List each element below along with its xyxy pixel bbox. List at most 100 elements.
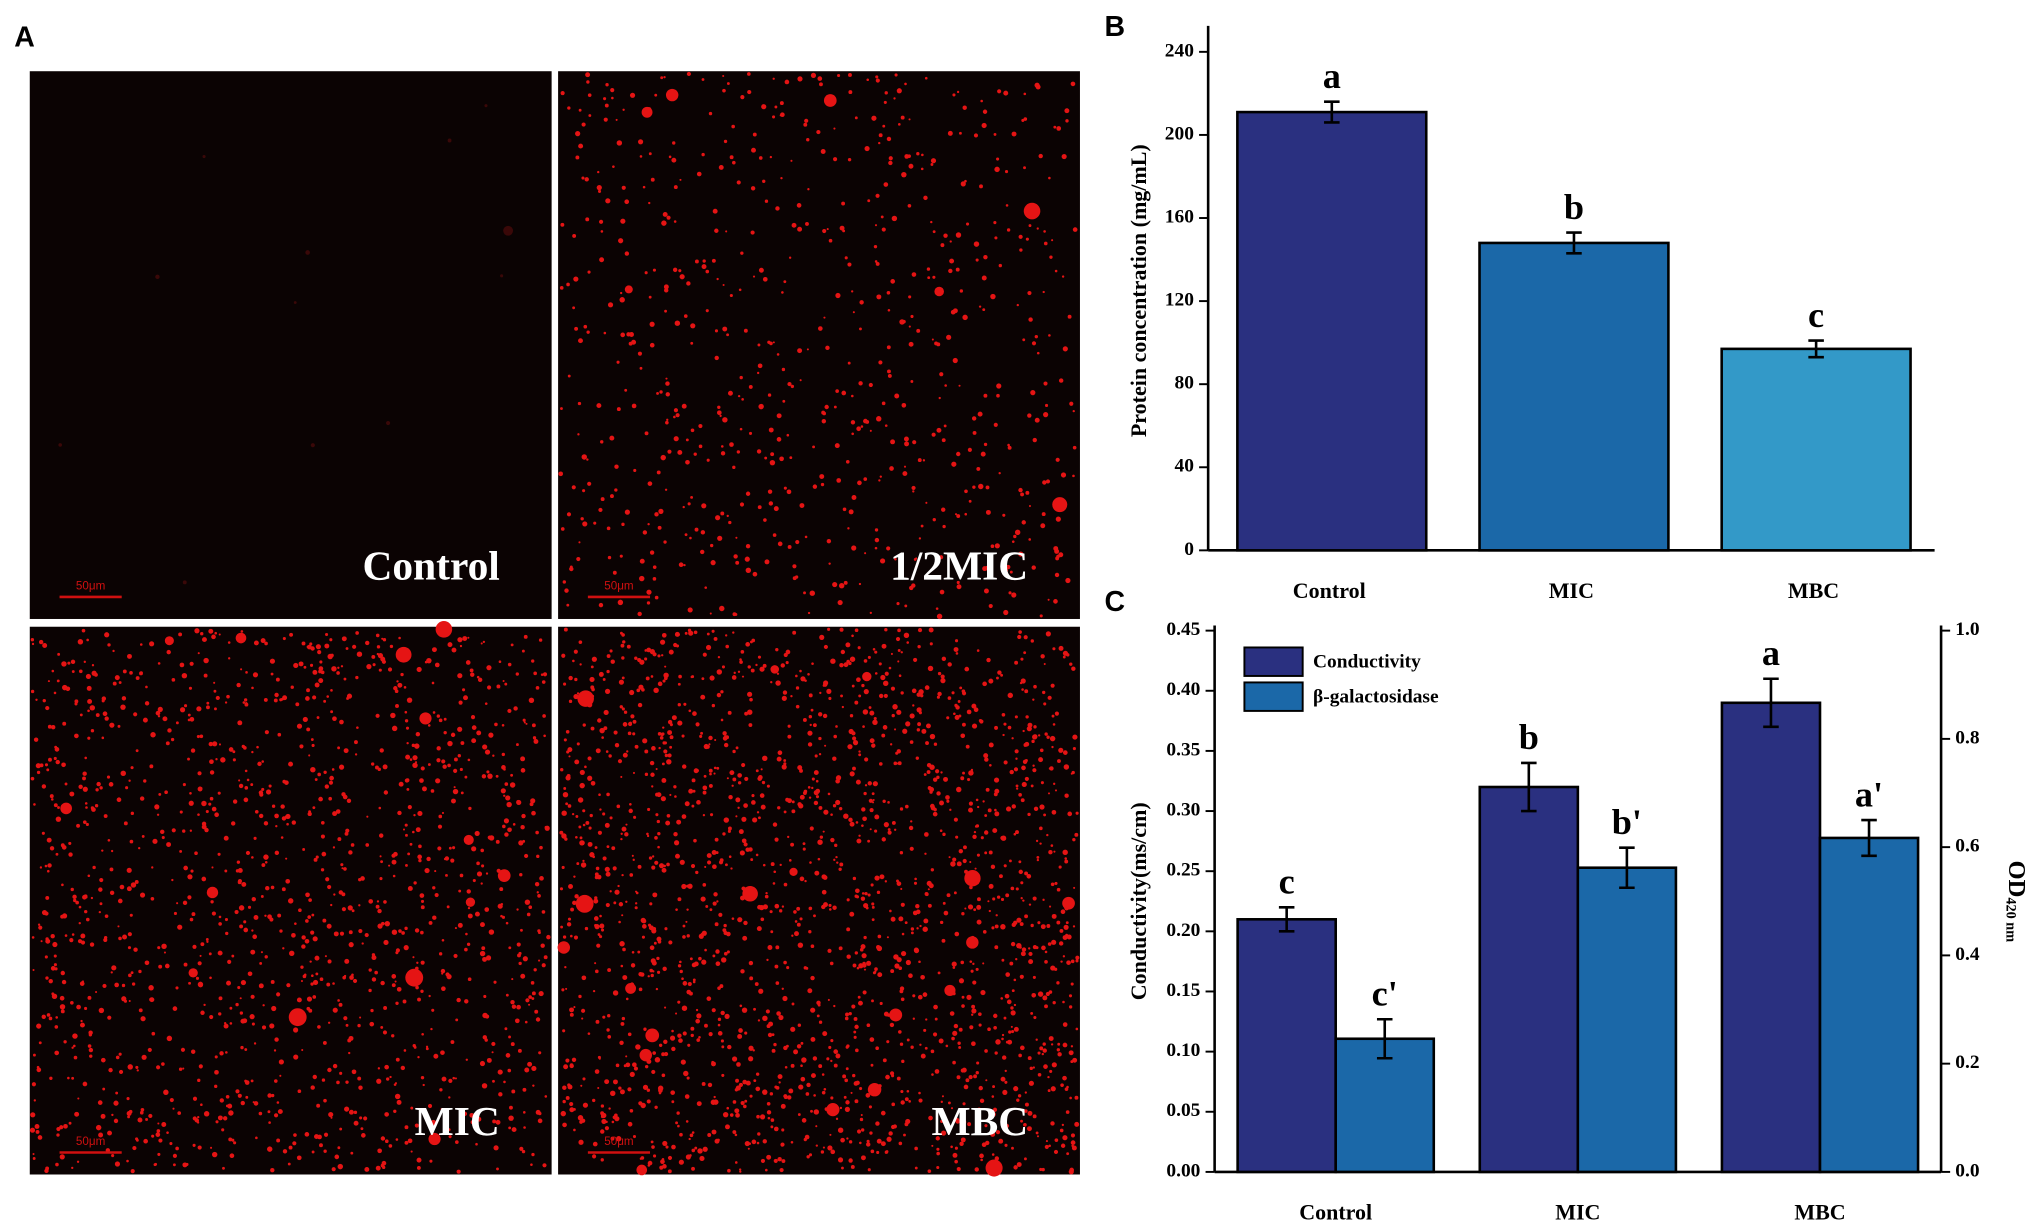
cell-dot <box>484 702 488 705</box>
y-tick-label: 0.35 <box>1166 739 1200 760</box>
cell-dot <box>197 961 202 966</box>
cell-dot <box>571 812 575 816</box>
cell-dot <box>118 1069 124 1075</box>
cell-dot <box>68 852 73 857</box>
cell-dot <box>875 75 879 79</box>
cell-dot <box>844 1016 849 1021</box>
cell-dot <box>861 953 867 959</box>
cell-dot <box>510 999 515 1005</box>
cell-dot <box>1028 959 1034 965</box>
cell-dot <box>580 517 584 521</box>
cell-dot <box>637 611 642 617</box>
cell-dot <box>987 808 992 813</box>
cell-dot <box>240 1018 246 1024</box>
cell-dot <box>914 877 917 881</box>
cell-dot <box>344 958 350 964</box>
cell-dot <box>74 699 79 704</box>
cell-dot <box>791 222 797 228</box>
cell-dot <box>784 79 790 85</box>
cell-dot <box>800 1064 803 1068</box>
cell-dot <box>1053 967 1058 971</box>
cell-dot <box>617 759 623 764</box>
cell-dot <box>619 297 625 303</box>
cell-dot <box>518 840 524 846</box>
cell-dot <box>528 1003 531 1006</box>
cell-dot <box>267 1110 271 1114</box>
cell-dot <box>968 770 974 776</box>
cell-dot <box>296 997 302 1003</box>
cell-dot <box>982 800 985 803</box>
cell-dot <box>52 941 58 948</box>
cell-dot <box>755 663 758 667</box>
cell-dot <box>430 1119 437 1126</box>
cell-dot <box>760 1158 766 1163</box>
cell-dot <box>538 959 541 962</box>
cell-dot <box>376 1078 382 1084</box>
cell-dot <box>846 1137 849 1140</box>
cell-dot <box>251 1022 255 1026</box>
cell-dot <box>597 830 602 835</box>
cell-dot <box>527 1061 533 1067</box>
cell-dot <box>683 702 687 706</box>
cell-dot <box>414 1123 419 1128</box>
cell-dot <box>85 917 90 922</box>
cell-dot <box>968 1075 973 1080</box>
cell-dot <box>762 276 768 282</box>
cell-dot <box>618 920 621 924</box>
cell-dot <box>868 706 872 709</box>
cell-dot <box>339 931 345 936</box>
cell-dot <box>371 953 376 957</box>
cell-dot <box>814 754 818 758</box>
cell-dot <box>709 543 714 548</box>
cell-dot <box>59 1004 66 1010</box>
cell-dot <box>342 975 346 980</box>
cell-dot <box>409 758 413 761</box>
cell-dot <box>298 908 302 913</box>
cell-dot <box>209 796 214 801</box>
cell-dot <box>264 641 268 646</box>
cell-dot <box>775 1086 780 1090</box>
cell-dot <box>239 924 244 929</box>
cell-dot <box>77 639 84 645</box>
cell-dot <box>564 945 567 949</box>
cell-dot <box>757 505 762 510</box>
cell-dot <box>87 736 91 740</box>
cell-dot <box>326 982 331 987</box>
cell-dot <box>773 506 779 512</box>
cell-dot <box>872 647 876 651</box>
cell-dot <box>1054 572 1060 578</box>
cell-dot <box>776 1011 781 1016</box>
legend-label: β-galactosidase <box>1313 686 1439 707</box>
cell-dot <box>384 1112 389 1117</box>
cell-dot <box>856 838 862 844</box>
cell-dot <box>1002 733 1005 737</box>
cell-dot <box>36 1023 42 1029</box>
cell-dot <box>250 783 254 787</box>
cell-dot <box>574 677 578 682</box>
cell-dot <box>318 666 324 671</box>
cell-dot <box>589 676 595 683</box>
cell-dot <box>47 680 50 683</box>
cell-dot <box>954 639 959 643</box>
cell-dot <box>781 987 784 990</box>
cell-dot <box>454 1077 457 1080</box>
cell-dot <box>480 922 485 928</box>
cell-dot <box>384 1139 389 1144</box>
cell-dot <box>427 763 431 766</box>
cell-dot <box>777 541 783 547</box>
cell-dot <box>927 276 931 280</box>
cell-dot <box>593 521 597 525</box>
cell-dot <box>933 742 938 746</box>
cell-dot <box>742 935 748 941</box>
cell-dot <box>111 965 117 971</box>
cell-dot <box>916 152 920 156</box>
cell-dot <box>809 723 812 727</box>
cell-dot <box>886 546 891 551</box>
cell-dot <box>322 918 327 923</box>
cell-dot <box>857 646 861 650</box>
cell-dot <box>739 658 742 661</box>
cell-dot <box>609 890 612 893</box>
cell-dot <box>410 1106 414 1110</box>
cell-dot <box>232 799 238 804</box>
cell-dot <box>611 96 614 100</box>
